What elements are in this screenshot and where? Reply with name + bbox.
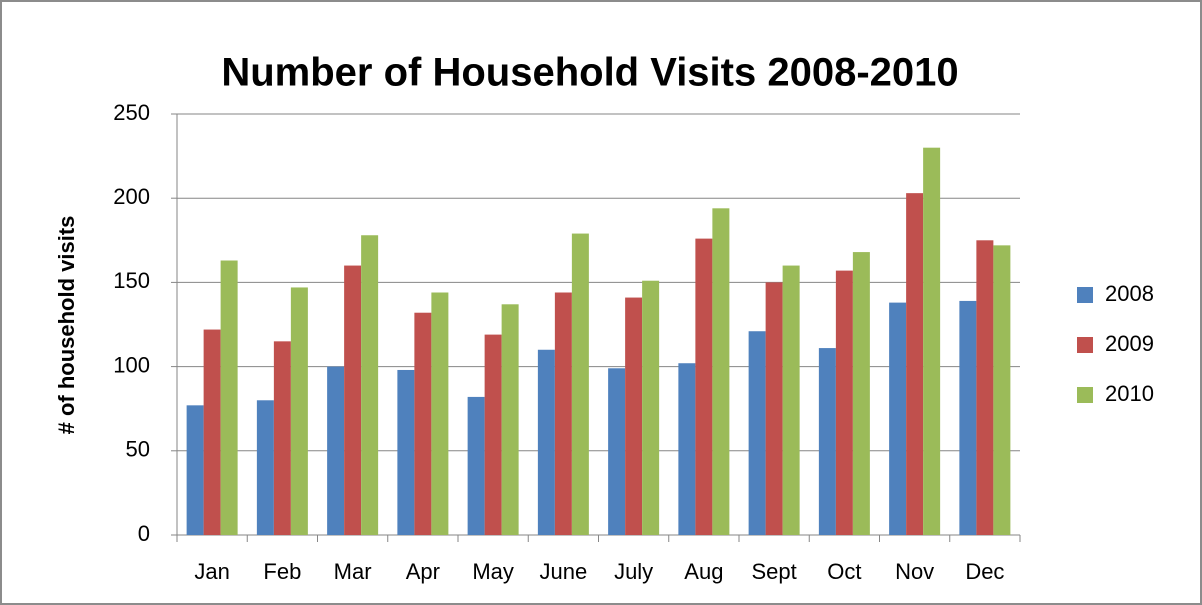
bar xyxy=(361,235,379,536)
x-tick-label: Apr xyxy=(406,559,440,584)
bar xyxy=(608,368,626,535)
x-tick-label: Jan xyxy=(194,559,229,584)
bar xyxy=(748,331,766,535)
bar xyxy=(220,260,238,535)
x-tick-label: June xyxy=(540,559,588,584)
x-tick-label: Nov xyxy=(895,559,934,584)
bar xyxy=(695,238,713,535)
bar xyxy=(571,233,589,535)
bar xyxy=(554,292,572,535)
legend-swatch xyxy=(1077,287,1093,303)
bar xyxy=(976,240,994,536)
bar xyxy=(186,405,204,535)
bar xyxy=(625,297,643,535)
y-tick-label: 250 xyxy=(113,100,150,125)
bar xyxy=(344,265,362,535)
bar xyxy=(959,300,977,535)
bar xyxy=(327,366,345,535)
bar xyxy=(835,270,853,535)
x-tick-label: Dec xyxy=(965,559,1004,584)
bar xyxy=(537,349,555,535)
bar xyxy=(906,193,924,535)
bar xyxy=(290,287,308,535)
bar xyxy=(256,400,274,535)
bar xyxy=(273,341,291,535)
legend-label: 2010 xyxy=(1105,381,1154,406)
x-tick-label: Aug xyxy=(684,559,723,584)
bar xyxy=(484,334,502,535)
bar xyxy=(678,363,696,535)
y-tick-label: 0 xyxy=(138,521,150,546)
bar xyxy=(889,302,907,535)
bar xyxy=(431,292,449,535)
y-tick-label: 200 xyxy=(113,184,150,209)
x-tick-label: Oct xyxy=(827,559,861,584)
bar xyxy=(414,312,432,535)
x-tick-label: Sept xyxy=(751,559,796,584)
bar xyxy=(818,348,836,535)
bar xyxy=(467,396,485,535)
y-tick-label: 50 xyxy=(126,437,150,462)
bar xyxy=(712,208,730,535)
bar xyxy=(852,252,870,535)
bar xyxy=(397,369,415,535)
legend-swatch xyxy=(1077,337,1093,353)
y-axis-label: # of household visits xyxy=(54,216,79,435)
x-tick-label: Mar xyxy=(334,559,372,584)
y-tick-label: 100 xyxy=(113,352,150,377)
bar xyxy=(993,245,1011,536)
chart-title: Number of Household Visits 2008-2010 xyxy=(221,51,958,95)
legend-label: 2008 xyxy=(1105,281,1154,306)
x-tick-label: Feb xyxy=(263,559,301,584)
bar xyxy=(203,329,221,535)
legend-label: 2009 xyxy=(1105,331,1154,356)
bar xyxy=(501,304,519,535)
legend-swatch xyxy=(1077,387,1093,403)
y-tick-label: 150 xyxy=(113,268,150,293)
x-tick-label: May xyxy=(472,559,514,584)
bar xyxy=(642,280,660,535)
bar xyxy=(765,282,783,535)
bar xyxy=(923,147,941,535)
bar xyxy=(782,265,800,535)
x-tick-label: July xyxy=(614,559,653,584)
